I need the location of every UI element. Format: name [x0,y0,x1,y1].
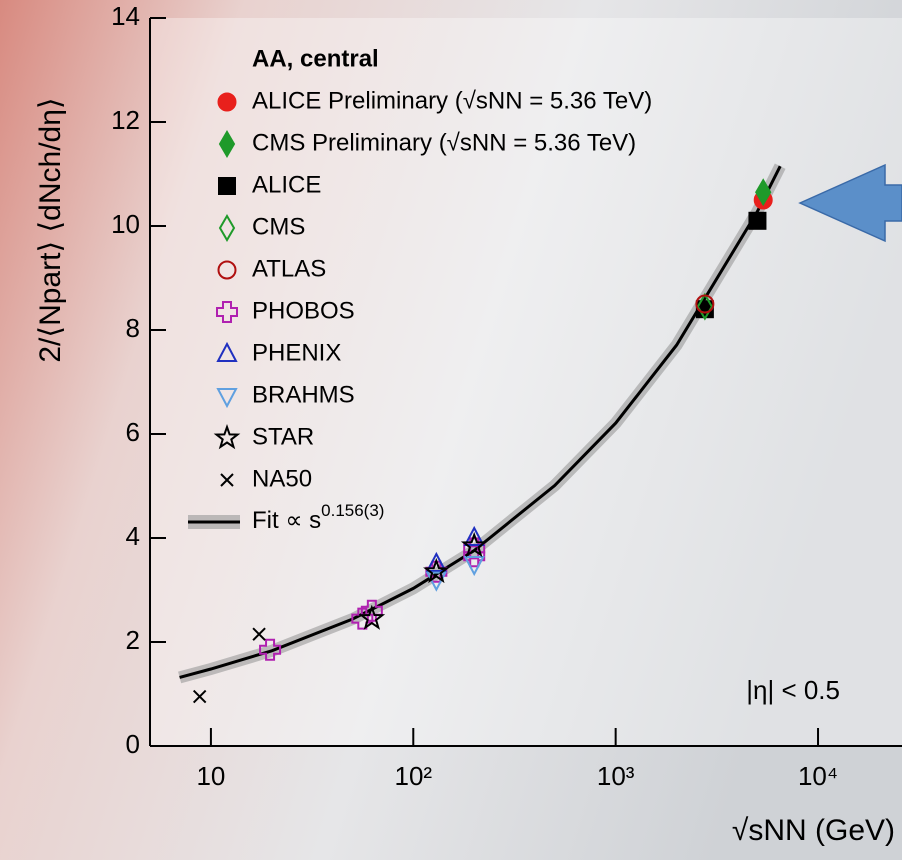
y-tick-label: 2 [126,625,140,655]
x-tick-label: 10 [196,761,225,791]
data-point [460,531,488,558]
legend-label: ALICE [252,171,321,198]
y-tick-label: 14 [111,1,140,31]
legend-marker [216,388,238,409]
legend-marker [216,301,238,323]
legend-marker [217,92,237,112]
arrow [798,163,902,243]
y-tick-label: 8 [126,313,140,343]
y-tick-label: 10 [111,209,140,239]
legend-title: AA, central [252,45,379,72]
data-point [259,638,282,661]
data-point [423,557,450,584]
legend-fit-name: Fit ∝ s [252,507,321,534]
legend-label: Fit ∝ s0.156(3) [252,501,384,534]
plot-area [150,18,902,746]
legend-fit-exponent: 0.156(3) [321,501,384,520]
data-point [696,292,714,321]
y-axis-label: 2/⟨Npart⟩ ⟨dNch/dη⟩ [34,97,67,362]
legend-marker [220,473,234,487]
legend-marker [218,214,236,242]
data-point [192,689,207,704]
y-tick-label: 12 [111,105,140,135]
legend-label: NA50 [252,465,312,492]
legend-label: PHOBOS [252,297,355,324]
legend-label: STAR [252,423,314,450]
legend-label: CMS [252,213,305,240]
data-point [695,294,715,314]
y-tick-label: 6 [126,417,140,447]
x-axis-label: √sNN (GeV) [732,814,895,847]
legend-marker [213,423,241,450]
data-point [425,571,448,592]
data-point [358,604,386,630]
y-tick-label: 0 [126,729,140,759]
data-point [748,211,767,230]
legend-marker [218,177,236,195]
legend-label: BRAHMS [252,381,355,408]
legend-marker [216,341,238,362]
data-point [425,551,448,572]
data-point [755,178,772,207]
legend-label: ALICE Preliminary (√sNN = 5.36 TeV) [252,87,652,114]
data-point [463,525,485,546]
annotation: |η| < 0.5 [746,675,840,705]
x-tick-label: 10⁴ [798,761,838,791]
legend-label: ATLAS [252,255,326,282]
y-tick-label: 4 [126,521,140,551]
legend-marker [218,130,236,158]
x-tick-label: 10³ [597,761,635,791]
legend-label: CMS Preliminary (√sNN = 5.36 TeV) [252,129,636,156]
data-point [463,556,485,577]
legend-label: PHENIX [252,339,341,366]
data-point [252,627,266,641]
x-tick-label: 10² [394,761,432,791]
legend-marker [217,260,237,280]
